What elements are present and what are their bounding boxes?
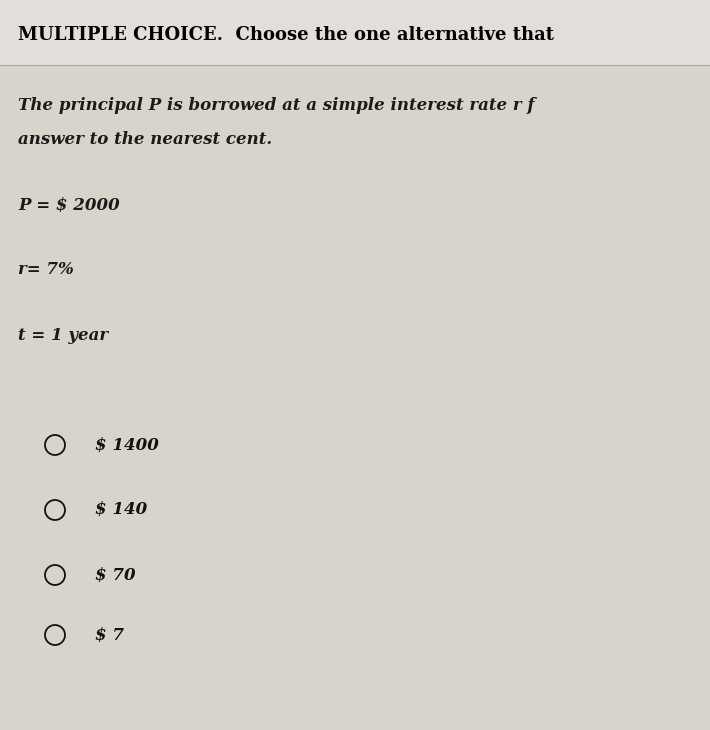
Text: $ 1400: $ 1400: [95, 437, 159, 453]
Text: $ 7: $ 7: [95, 626, 124, 644]
Text: r= 7%: r= 7%: [18, 261, 74, 279]
Text: MULTIPLE CHOICE.  Choose the one alternative that: MULTIPLE CHOICE. Choose the one alternat…: [18, 26, 554, 44]
Text: t = 1 year: t = 1 year: [18, 326, 108, 344]
Text: $ 140: $ 140: [95, 502, 147, 518]
Bar: [0, 0, 710, 65]
Text: answer to the nearest cent.: answer to the nearest cent.: [18, 131, 272, 148]
Text: P = $ 2000: P = $ 2000: [18, 196, 120, 213]
Text: $ 70: $ 70: [95, 566, 136, 583]
Text: The principal P is borrowed at a simple interest rate r f: The principal P is borrowed at a simple …: [18, 96, 535, 113]
